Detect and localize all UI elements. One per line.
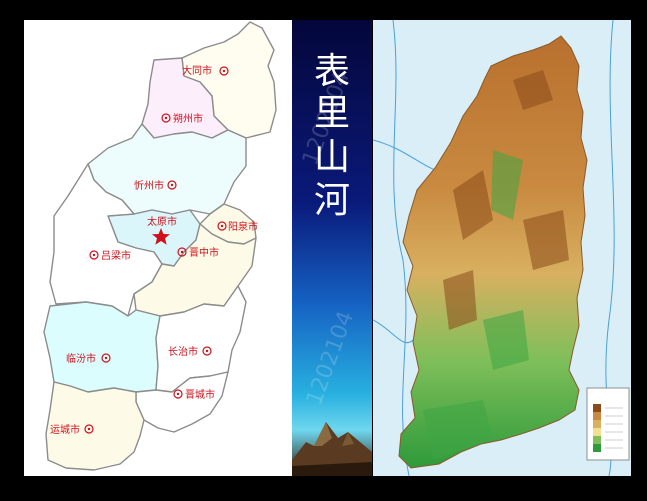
city-marker-icon <box>219 66 229 76</box>
topographic-map <box>373 20 631 476</box>
city-label-linfen: 临汾市 <box>66 352 96 365</box>
shanxi-relief <box>398 35 588 469</box>
mountain-illustration <box>292 422 372 476</box>
administrative-map: 大同市 朔州市 忻州市 太原市 阳泉市 吕梁市 晋中市 临汾市 长治市 晋城市 … <box>24 20 292 476</box>
city-marker-icon <box>173 389 183 399</box>
title-char-2: 里 <box>313 93 350 134</box>
city-label-datong: 大同市 <box>182 64 212 77</box>
city-marker-icon <box>177 247 187 257</box>
city-marker-icon <box>161 113 171 123</box>
region-linfen <box>43 301 161 393</box>
region-changzhi <box>155 285 247 393</box>
title-panel: 表 里 山 河 1202104 1202104 <box>292 20 372 476</box>
title-char-1: 表 <box>313 51 350 92</box>
city-label-taiyuan: 太原市 <box>147 215 177 228</box>
city-label-changzhi: 长治市 <box>168 345 198 358</box>
city-label-lvliang: 吕梁市 <box>101 249 131 262</box>
city-marker-icon <box>202 346 212 356</box>
capital-star-icon <box>152 228 170 245</box>
region-lvliang <box>49 163 163 317</box>
city-marker-icon <box>101 353 111 363</box>
city-label-yangquan: 阳泉市 <box>228 220 258 233</box>
city-label-jincheng: 晋城市 <box>185 388 215 401</box>
city-label-jinzhong: 晋中市 <box>189 246 219 259</box>
city-label-xinzhou: 忻州市 <box>134 179 164 192</box>
title-char-3: 山 <box>313 137 350 178</box>
elevation-legend <box>586 387 630 461</box>
city-marker-icon <box>84 424 94 434</box>
watermark-text-2: 1202104 <box>302 307 360 409</box>
region-yuncheng <box>45 381 145 471</box>
city-marker-icon <box>217 221 227 231</box>
city-label-shuozhou: 朔州市 <box>173 112 203 125</box>
city-marker-icon <box>167 180 177 190</box>
city-label-yuncheng: 运城市 <box>50 423 80 436</box>
city-marker-icon <box>89 250 99 260</box>
title-char-4: 河 <box>313 180 350 221</box>
